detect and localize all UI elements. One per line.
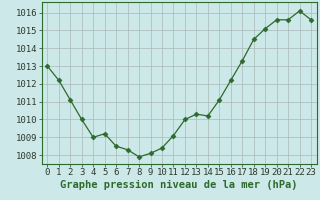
X-axis label: Graphe pression niveau de la mer (hPa): Graphe pression niveau de la mer (hPa) (60, 180, 298, 190)
